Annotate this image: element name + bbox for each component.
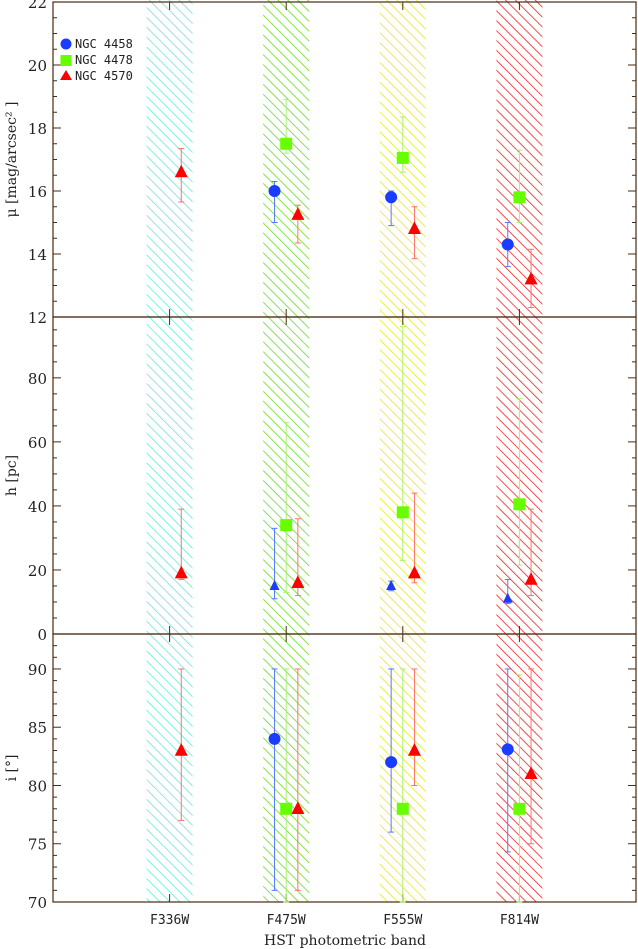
y-tick-label: 0 <box>37 626 47 644</box>
point-ngc4458-F475W <box>268 185 281 197</box>
point-ngc4458-F814W <box>502 592 513 603</box>
point-ngc4478-F555W <box>396 506 409 519</box>
point-ngc4570-F475W <box>291 207 305 220</box>
y-tick-label: 18 <box>28 120 47 138</box>
y-tick-label: 12 <box>28 309 47 327</box>
panel-frame-2 <box>52 633 637 903</box>
point-ngc4478-F814W <box>513 802 526 815</box>
y-tick-label: 60 <box>28 434 47 452</box>
y-tick-label: 20 <box>28 57 47 75</box>
data-marks <box>174 99 538 903</box>
point-ngc4458-F814W <box>501 238 514 251</box>
point-ngc4458-F555W <box>386 579 397 590</box>
y-tick-label: 85 <box>28 719 47 737</box>
point-ngc4570-F814W <box>524 572 538 585</box>
point-ngc4458-F555W <box>385 191 398 204</box>
point-ngc4570-F814W <box>524 766 538 780</box>
x-tick-label-F814W: F814W <box>500 913 539 928</box>
point-ngc4478-F475W <box>280 137 293 150</box>
y-tick-label: 40 <box>28 498 47 516</box>
y-tick-label: 80 <box>28 370 47 388</box>
legend-label-ngc4570: NGC 4570 <box>75 69 133 83</box>
legend-marker-ngc4458 <box>60 38 72 50</box>
y-axis-label-1: h [pc] <box>4 455 20 496</box>
point-ngc4570-F336W <box>174 565 188 579</box>
panel-frame-1 <box>52 316 637 635</box>
point-ngc4478-F555W <box>396 802 409 815</box>
legend-marker-ngc4570 <box>60 70 72 80</box>
y-axis-label-2: i [°] <box>4 755 20 782</box>
point-ngc4478-F814W <box>513 498 526 511</box>
y-axis-label-0: μ [mag/arcsec² ] <box>4 101 20 217</box>
point-ngc4478-F814W <box>513 191 526 204</box>
point-ngc4570-F555W <box>407 221 421 234</box>
point-ngc4570-F475W <box>291 575 305 588</box>
y-tick-label: 75 <box>28 836 47 854</box>
point-ngc4458-F555W <box>385 756 398 769</box>
point-ngc4458-F814W <box>501 743 514 756</box>
point-ngc4570-F336W <box>174 743 188 756</box>
legend-label-ngc4458: NGC 4458 <box>75 37 133 51</box>
point-ngc4570-F814W <box>524 271 538 285</box>
x-axis-label: HST photometric band <box>264 933 426 949</box>
x-tick-label-F475W: F475W <box>267 913 306 928</box>
point-ngc4478-F555W <box>396 151 409 164</box>
y-tick-label: 20 <box>28 562 47 580</box>
y-tick-label: 90 <box>28 661 47 679</box>
x-tick-label-F336W: F336W <box>150 913 189 928</box>
y-tick-label: 80 <box>28 777 47 795</box>
point-ngc4570-F555W <box>407 565 421 579</box>
point-ngc4478-F475W <box>280 519 293 532</box>
point-ngc4458-F475W <box>269 579 280 590</box>
panel-frame-0 <box>52 1 637 318</box>
point-ngc4570-F555W <box>407 743 421 756</box>
point-ngc4478-F475W <box>280 802 293 815</box>
legend-marker-ngc4478 <box>60 55 72 66</box>
point-ngc4570-F336W <box>174 164 188 178</box>
y-tick-label: 16 <box>28 183 47 201</box>
axes: 12 14 16 18 20 22 μ [mag/arcsec² ] 0 20 40 60 80 h [… <box>4 0 637 928</box>
x-tick-label-F555W: F555W <box>383 913 422 928</box>
y-tick-label: 70 <box>28 894 47 912</box>
y-tick-label: 22 <box>28 0 47 12</box>
band-F336W <box>146 0 193 902</box>
band-shading <box>146 0 543 902</box>
point-ngc4458-F475W <box>268 732 281 745</box>
legend-label-ngc4478: NGC 4478 <box>75 53 133 67</box>
legend: NGC 4458 NGC 4478 NGC 4570 <box>60 37 133 83</box>
point-ngc4570-F475W <box>291 801 305 814</box>
y-tick-label: 14 <box>28 246 47 264</box>
